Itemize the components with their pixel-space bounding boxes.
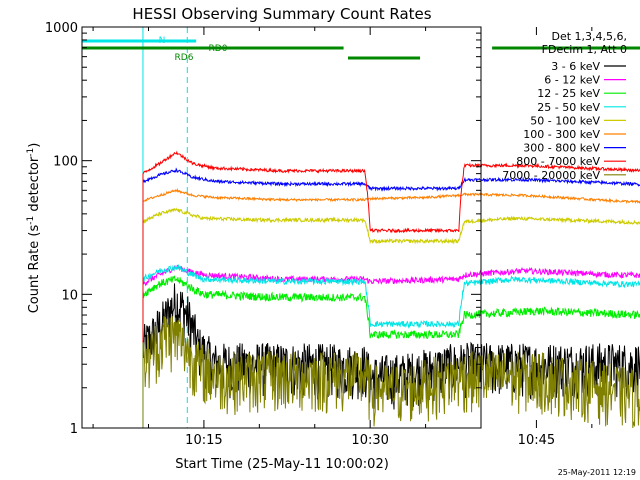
y-tick-label: 1: [70, 422, 78, 437]
x-tick-label: 10:45: [518, 433, 555, 448]
y-axis-label-main: Count Rate (s: [27, 225, 42, 314]
legend-entry-label: 3 - 6 keV: [551, 60, 600, 73]
series-line-8: [142, 150, 640, 428]
x-tick-label: 10:15: [185, 433, 222, 448]
series-line-7: [142, 167, 640, 428]
y-axis-label-sup1: -1: [26, 216, 36, 225]
y-axis-label-end: ): [27, 143, 42, 148]
x-tick-label: 10:30: [351, 433, 388, 448]
y-tick-label: 1000: [45, 21, 78, 36]
series-line-9: [142, 316, 640, 429]
legend: Det 1,3,4,5,6, FDecim 1, Att 0 3 - 6 keV…: [502, 30, 627, 182]
legend-entry-label: 300 - 800 keV: [523, 142, 600, 155]
flag-layer: N RD0 RD6: [82, 36, 640, 63]
y-tick-label: 100: [53, 155, 78, 170]
flag-label-n: N: [159, 36, 166, 46]
series-line-3: [142, 275, 640, 428]
legend-header-fdecim: FDecim 1, Att 0: [542, 43, 627, 56]
chart-title: HESSI Observing Summary Count Rates: [132, 5, 431, 23]
legend-header-detectors: Det 1,3,4,5,6,: [551, 30, 627, 43]
x-axis-label: Start Time (25-May-11 10:00:02): [175, 457, 389, 472]
plot-frame: [81, 26, 482, 429]
flag-label-rd0: RD0: [209, 44, 228, 54]
y-axis-label-sup2: -1: [26, 148, 36, 157]
legend-entry-label: 100 - 300 keV: [523, 128, 600, 141]
series-line-6: [142, 187, 640, 428]
y-axis-label: Count Rate (s-1 detector-1): [26, 143, 42, 314]
legend-entry-label: 25 - 50 keV: [537, 101, 600, 114]
legend-entry-label: 12 - 25 keV: [537, 87, 600, 100]
legend-entry-label: 7000 - 20000 keV: [502, 169, 600, 182]
y-tick-label: 10: [61, 288, 78, 303]
series-layer: [142, 150, 640, 429]
y-axis-label-mid: detector: [27, 156, 42, 216]
series-line-4: [142, 263, 640, 428]
legend-entry-label: 800 - 7000 keV: [516, 155, 600, 168]
flag-label-rd6: RD6: [175, 53, 194, 63]
footer-date: 25-May-2011 12:19: [558, 468, 636, 477]
legend-entry-label: 50 - 100 keV: [530, 114, 600, 127]
legend-entry-label: 6 - 12 keV: [544, 74, 600, 87]
series-line-5: [142, 207, 640, 428]
